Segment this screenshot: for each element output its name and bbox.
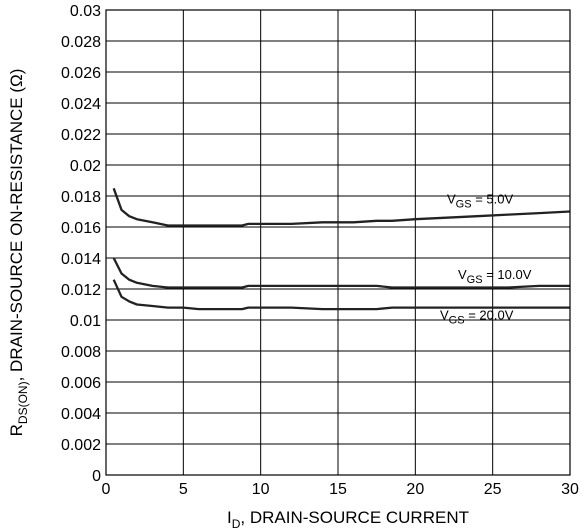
series-label: VGS = 5.0V — [447, 192, 513, 211]
y-tick-label: 0.02 — [70, 158, 101, 175]
plot-frame — [105, 9, 571, 476]
series-line — [112, 187, 571, 227]
y-tick-label: 0.024 — [61, 96, 101, 113]
x-axis-title: ID, DRAIN-SOURCE CURRENT — [227, 508, 469, 529]
grid — [105, 9, 571, 476]
series-label: VGS = 10.0V — [458, 267, 532, 286]
y-tick-label: 0.008 — [61, 344, 101, 361]
series-line — [112, 279, 570, 311]
x-tick-label: 20 — [406, 481, 424, 498]
y-tick-label: 0.018 — [61, 189, 101, 206]
x-tick-label: 25 — [484, 481, 502, 498]
series-label-sub: GS — [456, 199, 472, 211]
y-tick-label: 0.004 — [61, 406, 101, 423]
y-tick-label: 0.006 — [61, 375, 101, 392]
plot-border — [105, 9, 571, 476]
y-title-rest: , DRAIN-SOURCE ON-RESISTANCE (Ω) — [7, 69, 26, 382]
y-axis-title: RDS(ON), DRAIN-SOURCE ON-RESISTANCE (Ω) — [7, 69, 30, 437]
y-tick-label: 0.01 — [70, 313, 101, 330]
series-label-main: V — [458, 267, 467, 282]
x-tick-label: 0 — [102, 481, 111, 498]
y-tick-label: 0 — [92, 468, 101, 485]
x-tick-label: 15 — [329, 481, 347, 498]
y-tick-label: 0.012 — [61, 282, 101, 299]
x-tick-label: 10 — [252, 481, 270, 498]
y-tick-label: 0.028 — [61, 34, 101, 51]
y-title-sub: DS(ON) — [16, 381, 30, 424]
y-tick-label: 0.002 — [61, 437, 101, 454]
series-label-rest: = 20.0V — [465, 308, 514, 323]
y-title-main: R — [7, 424, 26, 436]
y-tick-label: 0.016 — [61, 220, 101, 237]
series-label: VGS = 20.0V — [440, 308, 514, 327]
x-title-sub: D — [232, 517, 241, 529]
series-label-main: V — [447, 192, 456, 207]
y-tick-label: 0.022 — [61, 127, 101, 144]
x-title-main: I — [227, 508, 232, 527]
series-label-sub: GS — [467, 274, 483, 286]
x-tick-label: 30 — [561, 481, 579, 498]
x-tick-label: 5 — [179, 481, 188, 498]
series-lines — [112, 187, 571, 311]
x-title-rest: , DRAIN-SOURCE CURRENT — [240, 508, 469, 527]
tick-labels: 0 5 10 15 20 25 30 0 0.002 0.004 0.006 0.008 0.01 0.0… — [61, 3, 579, 498]
series-label-rest: = 10.0V — [483, 267, 532, 282]
y-tick-label: 0.03 — [70, 3, 101, 20]
series-label-sub: GS — [449, 315, 465, 327]
series-label-rest: = 5.0V — [472, 192, 514, 207]
y-tick-label: 0.026 — [61, 65, 101, 82]
series-line — [112, 257, 570, 289]
series-label-main: V — [440, 308, 449, 323]
y-tick-label: 0.014 — [61, 251, 101, 268]
